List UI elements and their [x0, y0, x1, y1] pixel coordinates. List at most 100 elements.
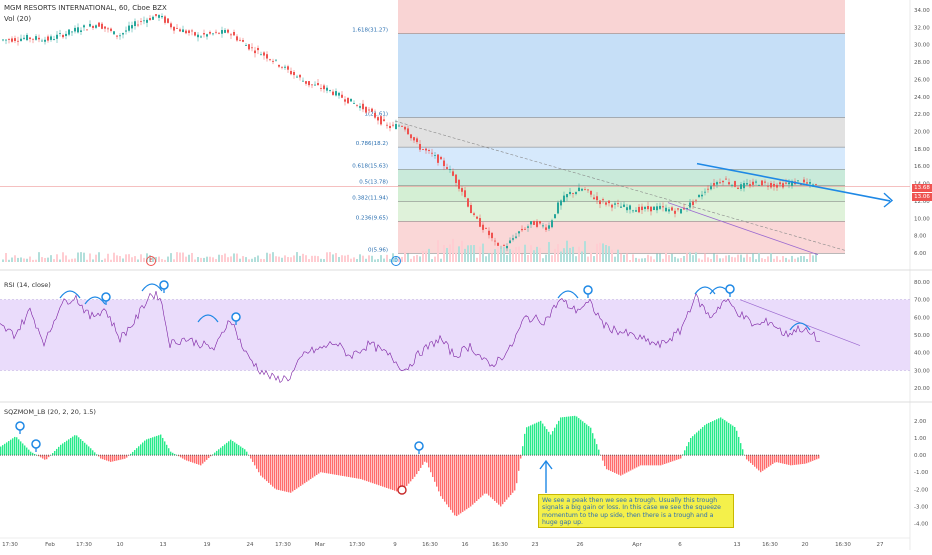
sqz-bar — [512, 455, 514, 493]
volume-bar — [167, 256, 169, 262]
sqz-bar — [140, 444, 142, 456]
sqz-bar — [622, 455, 624, 475]
sqz-bar — [726, 421, 728, 456]
volume-bar — [518, 246, 520, 262]
sqz-bar — [790, 455, 792, 466]
candle-body — [80, 30, 82, 32]
sqz-bar — [22, 443, 24, 456]
sqz-bar — [138, 446, 140, 456]
candle-body — [422, 149, 424, 150]
candle-body — [116, 35, 118, 37]
volume-bar — [686, 253, 688, 262]
sqz-bar — [570, 416, 572, 456]
candle-body — [197, 34, 199, 38]
candle-body — [59, 33, 61, 34]
candle-body — [809, 182, 811, 184]
candle-body — [491, 232, 493, 239]
sqz-bar — [546, 429, 548, 456]
candle-body — [647, 206, 649, 210]
sqz-bar — [130, 453, 132, 456]
candle-body — [416, 138, 418, 143]
candle-body — [719, 182, 721, 184]
volume-bar — [191, 252, 193, 262]
volume-bar — [713, 253, 715, 262]
sqz-bar — [24, 445, 26, 456]
sqz-bar — [6, 442, 8, 456]
volume-bar — [632, 254, 634, 262]
candle-body — [785, 182, 787, 184]
volume-bar — [743, 257, 745, 262]
sqz-bar — [518, 455, 520, 471]
volume-bar — [674, 256, 676, 262]
sqz-bar — [758, 455, 760, 471]
time-axis-tick: 27 — [877, 542, 884, 548]
sqz-bar — [578, 418, 580, 456]
sqz-bar — [630, 455, 632, 471]
sqz-bar — [492, 455, 494, 500]
sqz-bar — [346, 455, 348, 477]
candle-body — [653, 206, 655, 211]
candle-body — [164, 16, 166, 23]
candle-body — [119, 35, 121, 37]
sqz-bar — [678, 455, 680, 460]
candle-body — [797, 180, 799, 182]
volume-bar — [389, 258, 391, 262]
volume-bar — [539, 247, 541, 262]
sqz-bar — [722, 418, 724, 456]
candle-body — [191, 30, 193, 32]
volume-bar — [377, 259, 379, 262]
candle-body — [296, 76, 298, 78]
sqz-bar — [70, 437, 72, 456]
volume-bar — [71, 258, 73, 262]
sqz-bar — [592, 433, 594, 456]
candle-body — [179, 29, 181, 32]
sqz-bar — [198, 455, 200, 465]
sqz-bar — [796, 455, 798, 465]
candle-body — [98, 22, 100, 27]
volume-bar — [512, 250, 514, 262]
sqz-bar — [156, 435, 158, 456]
sqz-bar — [762, 455, 764, 471]
volume-bar — [704, 253, 706, 262]
volume-bar — [728, 255, 730, 262]
volume-bar — [101, 259, 103, 262]
candle-body — [431, 152, 433, 154]
volume-bar — [113, 252, 115, 262]
volume-bar — [482, 243, 484, 262]
volume-bar — [584, 241, 586, 262]
sqz-bar — [34, 453, 36, 456]
dividend-event-icon[interactable]: D — [391, 256, 401, 266]
sqz-bar — [86, 444, 88, 456]
sqz-bar — [342, 455, 344, 476]
volume-bar — [236, 253, 238, 262]
sqz-bar — [166, 444, 168, 456]
volume-bar — [635, 257, 637, 262]
sqz-bar — [506, 455, 508, 500]
volume-bar — [485, 256, 487, 262]
sqz-bar — [270, 455, 272, 485]
volume-bar — [410, 258, 412, 262]
volume-bar — [494, 249, 496, 262]
volume-bar — [692, 255, 694, 262]
sqz-bar — [396, 455, 398, 492]
volume-bar — [143, 257, 145, 262]
candle-body — [200, 36, 202, 38]
sqz-axis-tick: 1.00 — [914, 436, 927, 442]
sqz-bar — [250, 455, 252, 459]
sqz-bar — [304, 455, 306, 484]
volume-bar — [224, 253, 226, 262]
volume-bar — [122, 258, 124, 262]
volume-bar — [68, 259, 70, 262]
sqz-bar — [456, 455, 458, 517]
earnings-event-icon[interactable]: E — [146, 256, 156, 266]
trend-arrow-icon — [883, 192, 894, 208]
volume-bar — [8, 259, 10, 262]
dashed-trendline — [394, 120, 846, 251]
sqz-bar — [548, 431, 550, 456]
volume-bar — [653, 259, 655, 262]
volume-bar — [35, 259, 37, 262]
annotation-note[interactable]: We see a peak then we see a trough. Usua… — [538, 494, 734, 528]
sqz-bar — [72, 436, 74, 456]
